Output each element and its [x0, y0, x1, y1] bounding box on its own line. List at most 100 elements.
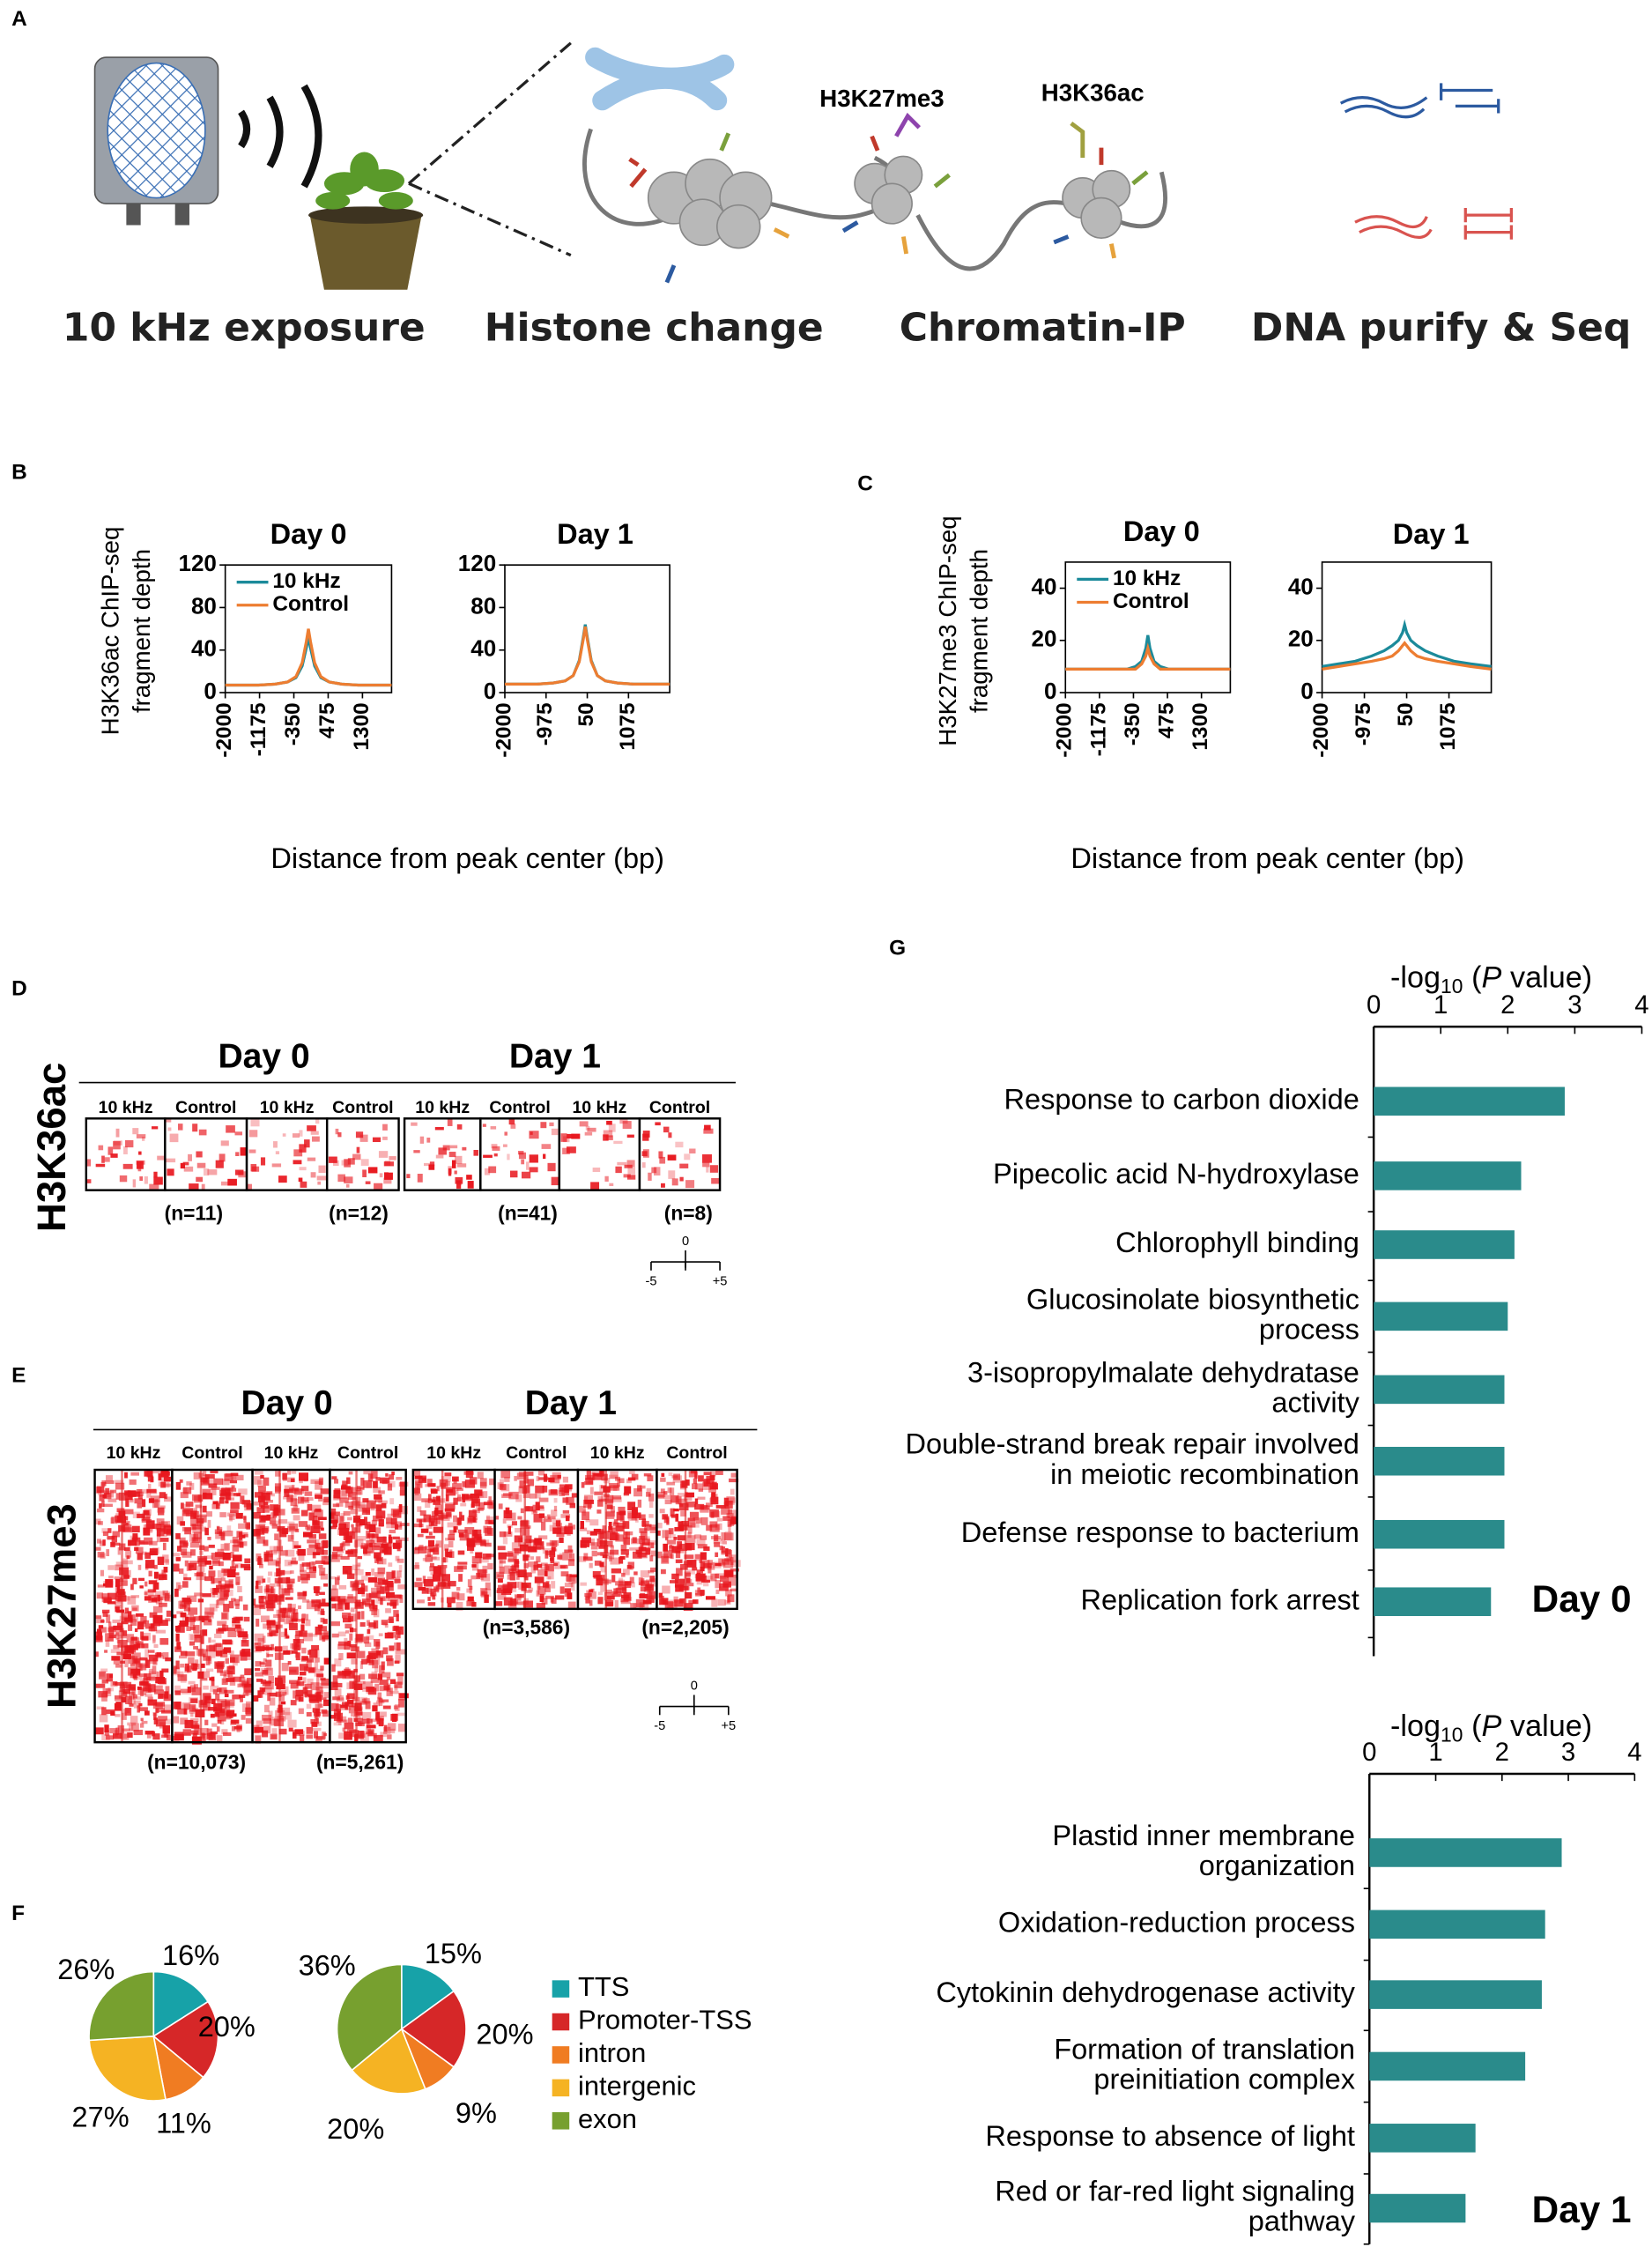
- heatmap-speckle: [638, 1552, 648, 1559]
- heatmap-speckle: [300, 1181, 307, 1188]
- heatmap-speckle: [317, 1611, 322, 1615]
- heatmap-speckle: [614, 1599, 619, 1608]
- heatmap-speckle: [172, 1735, 180, 1741]
- heatmap-speckle: [377, 1692, 382, 1700]
- heatmap-speckle: [300, 1574, 310, 1581]
- heatmap-speckle: [456, 1601, 463, 1611]
- heatmap-speckle: [127, 1732, 133, 1739]
- plant: [315, 152, 413, 210]
- heatmap-speckle: [95, 1683, 106, 1688]
- heatmap-speckle: [242, 1604, 248, 1611]
- heatmap-speckle: [604, 1499, 613, 1505]
- x-axis-label-part: (: [1471, 960, 1482, 994]
- heatmap-speckle: [508, 1119, 515, 1125]
- y-axis-label: fragment depth: [128, 549, 155, 713]
- heatmap-speckle: [580, 1543, 587, 1548]
- heatmap-speckle: [169, 1133, 179, 1143]
- x-tick-label: 1300: [1189, 702, 1212, 750]
- heatmap-speckle: [370, 1678, 380, 1683]
- heatmap-speckle: [268, 1675, 275, 1683]
- heatmap-speckle: [178, 1124, 183, 1131]
- heatmap-speckle: [375, 1700, 385, 1704]
- scale-tick-label: 0: [691, 1680, 698, 1694]
- heatmap-speckle: [270, 1520, 280, 1526]
- column-label: Control: [489, 1098, 550, 1117]
- heatmap-speckle: [337, 1718, 342, 1726]
- heatmap-speckle: [142, 1517, 151, 1521]
- heatmap-speckle: [222, 1623, 226, 1630]
- heatmap-speckle: [527, 1479, 535, 1487]
- heatmap-speckle: [164, 1592, 170, 1601]
- heatmap-speckle: [505, 1552, 514, 1557]
- heatmap-speckle: [137, 1564, 142, 1570]
- heatmap-speckle: [623, 1531, 628, 1539]
- heatmap-speckle: [315, 1692, 319, 1697]
- heatmap-speckle: [596, 1499, 604, 1507]
- heatmap-speckle: [193, 1684, 198, 1689]
- heatmap-speckle: [139, 1657, 148, 1661]
- heatmap-speckle: [279, 1707, 291, 1716]
- heatmap-speckle: [359, 1733, 369, 1742]
- count-label: (n=10,073): [147, 1751, 246, 1774]
- heatmap-speckle: [715, 1523, 722, 1531]
- heatmap-speckle: [394, 1660, 400, 1664]
- heatmap-speckle: [370, 1471, 378, 1479]
- heatmap-speckle: [345, 1183, 350, 1188]
- heatmap-speckle: [260, 1668, 269, 1673]
- heatmap-speckle: [568, 1576, 576, 1584]
- heatmap-speckle: [253, 1476, 262, 1485]
- heatmap-speckle: [417, 1174, 423, 1183]
- heatmap-speckle: [315, 1539, 320, 1544]
- heatmap-speckle: [220, 1719, 225, 1725]
- heatmap-speckle: [589, 1487, 594, 1494]
- heatmap-speckle: [141, 1136, 145, 1141]
- heatmap-speckle: [241, 1534, 246, 1539]
- scale-tick-label: +5: [721, 1719, 736, 1733]
- heatmap-speckle: [619, 1118, 628, 1124]
- heatmap-speckle: [140, 1616, 147, 1622]
- heatmap-speckle: [707, 1565, 712, 1574]
- heatmap-speckle: [692, 1567, 698, 1571]
- heatmap-speckle: [132, 1511, 140, 1518]
- heatmap-speckle: [345, 1695, 350, 1700]
- heatmap-speckle: [257, 1556, 262, 1565]
- heatmap-speckle: [318, 1564, 323, 1568]
- heatmap-speckle: [347, 1616, 354, 1622]
- panel-letter: D: [11, 976, 27, 1000]
- heatmap-speckle: [545, 1580, 550, 1589]
- heatmap-speckle: [469, 1585, 473, 1591]
- heatmap-speckle: [648, 1542, 655, 1549]
- heatmap-speckle: [722, 1562, 734, 1568]
- heatmap-speckle: [109, 1728, 117, 1734]
- heatmap-speckle: [390, 1517, 397, 1525]
- heatmap-speckle: [594, 1561, 602, 1566]
- heatmap-speckle: [596, 1473, 601, 1477]
- heatmap-speckle: [293, 1639, 300, 1644]
- heatmap-speckle: [130, 1472, 139, 1476]
- heatmap-speckle: [605, 1511, 615, 1519]
- heatmap-speckle: [661, 1183, 665, 1188]
- heatmap-speckle: [238, 1488, 248, 1495]
- heatmap-speckle: [287, 1470, 292, 1475]
- heatmap-speckle: [445, 1502, 456, 1509]
- heatmap-speckle: [623, 1531, 633, 1536]
- heatmap-speckle: [217, 1716, 226, 1722]
- heatmap-speckle: [521, 1171, 531, 1179]
- heatmap-speckle: [255, 1585, 263, 1593]
- heatmap-speckle: [189, 1641, 196, 1646]
- heatmap-speckle: [386, 1683, 391, 1692]
- heatmap-speckle: [213, 1643, 223, 1652]
- heatmap-speckle: [102, 1611, 108, 1617]
- heatmap-speckle: [377, 1578, 382, 1585]
- heatmap-speckle: [306, 1726, 314, 1734]
- heatmap-speckle: [710, 1573, 717, 1582]
- column-label: Control: [666, 1443, 727, 1463]
- heatmap-speckle: [146, 1488, 157, 1494]
- heatmap-speckle: [289, 1622, 298, 1631]
- heatmap-speckle: [471, 1556, 482, 1564]
- heatmap-speckle: [386, 1522, 396, 1529]
- heatmap-speckle: [389, 1474, 395, 1480]
- heatmap-speckle: [367, 1628, 371, 1635]
- heatmap-speckle: [686, 1560, 697, 1568]
- heatmap-speckle: [158, 1521, 168, 1526]
